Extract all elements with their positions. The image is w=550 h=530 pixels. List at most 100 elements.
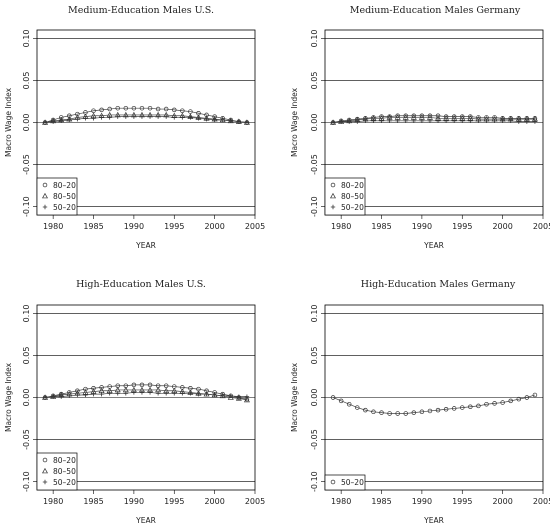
y-tick-label: 0.00 [22,389,31,407]
y-tick-label: 0.00 [310,389,319,407]
data-point [163,383,169,388]
data-point [123,114,129,119]
data-point [244,394,250,399]
y-tick-label: 0.00 [22,114,31,132]
legend-marker [42,192,48,199]
data-point [180,391,185,396]
legend-marker [330,204,336,210]
data-point [75,111,80,117]
data-point [435,113,441,119]
data-point [243,396,250,403]
data-point [107,106,112,112]
data-point [338,119,344,124]
legend-label: 50–20 [341,203,364,212]
data-point [419,409,425,415]
legend-label: 80–50 [53,192,76,201]
x-tick-label: 1990 [412,222,432,231]
data-point [443,118,449,124]
data-point [484,401,489,407]
y-tick-label: 0.10 [310,30,319,48]
data-point [516,119,521,124]
legend-marker [330,192,336,199]
series-line [45,384,247,400]
y-tick-label: -0.10 [22,471,31,492]
data-point [99,391,104,397]
series-3 [42,114,250,125]
data-point [67,393,72,399]
data-point [220,393,225,399]
y-tick-label: 0.05 [22,72,31,90]
data-point [172,107,177,113]
data-point [188,391,193,396]
panel-4: High-Education Males Germany -0.10 -0.05 0.… [290,279,550,525]
data-point [338,398,344,404]
data-point [139,382,145,388]
data-point [59,394,64,399]
x-tick-label: 1990 [124,497,144,506]
data-point [131,105,137,111]
data-point [59,118,64,124]
data-point [204,391,209,397]
series-3 [330,118,538,125]
data-point [363,407,368,413]
data-point [508,118,513,124]
data-point [115,105,120,111]
y-axis-label: Macro Wage Index [290,87,299,157]
data-point [379,410,384,415]
data-point [235,395,242,401]
data-point [427,408,433,414]
data-point [236,394,242,399]
data-point [204,116,209,122]
legend-marker [42,479,48,485]
legend-marker [330,182,336,188]
panel-1: Medium-Education Males U.S. -0.10 -0.05 0.0… [4,5,265,250]
legend-marker [42,457,48,463]
data-point [107,391,112,396]
data-point [91,116,96,121]
x-tick-label: 2005 [245,497,265,506]
data-point [50,394,56,399]
y-tick-label: 0.10 [22,30,31,48]
x-axis-label: YEAR [135,241,156,250]
series-line [332,394,536,414]
data-point [155,114,161,119]
data-point [196,391,201,397]
x-tick-label: 1985 [83,497,103,506]
legend: 80–20 80–50 50–20 [36,452,78,491]
data-point [500,400,505,405]
data-point [395,411,400,416]
data-point [123,391,129,396]
data-point [107,115,112,120]
series-3 [42,390,250,400]
data-point [492,401,497,406]
data-point [371,409,376,415]
y-tick-label: 0.05 [310,347,319,365]
data-point [500,118,505,124]
y-tick-label: -0.05 [310,429,319,450]
x-tick-label: 1980 [331,497,351,506]
data-point [228,393,233,399]
data-point [451,118,457,124]
legend-label: 80–20 [341,181,364,190]
data-point [99,115,104,120]
data-point [355,119,360,124]
panel-title: High-Education Males Germany [361,279,516,290]
data-point [188,115,193,120]
data-point [123,105,129,111]
y-tick-label: 0.05 [310,72,319,90]
data-point [204,112,209,118]
data-point [115,391,120,396]
legend-label: 50–20 [53,478,76,487]
y-tick-label: -0.05 [22,154,31,175]
y-axis-label: Macro Wage Index [4,87,13,157]
data-point [411,118,417,124]
series-1 [42,382,250,402]
series-1 [42,105,250,125]
data-point [131,382,137,388]
y-axis-label: Macro Wage Index [4,362,13,432]
data-point [427,118,433,124]
data-point [139,114,145,119]
data-point [75,392,80,398]
x-axis-label: YEAR [423,516,444,525]
